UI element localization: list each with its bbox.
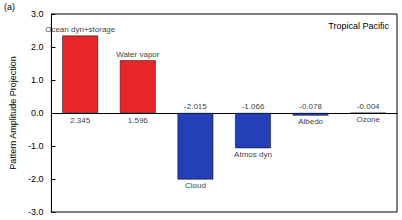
svg-text:-0.078: -0.078 bbox=[299, 102, 322, 111]
svg-text:Pattern Amplitude Projection: Pattern Amplitude Projection bbox=[8, 56, 18, 170]
svg-text:1.596: 1.596 bbox=[128, 116, 149, 125]
svg-text:-1.066: -1.066 bbox=[242, 102, 265, 111]
svg-text:Ocean dyn+storage: Ocean dyn+storage bbox=[45, 25, 116, 34]
svg-text:3.0: 3.0 bbox=[31, 9, 44, 19]
svg-text:-0.004: -0.004 bbox=[357, 102, 380, 111]
svg-text:-1.0: -1.0 bbox=[28, 141, 44, 151]
svg-text:0.0: 0.0 bbox=[31, 108, 44, 118]
svg-text:(a): (a) bbox=[4, 2, 15, 12]
svg-text:Ozone: Ozone bbox=[356, 115, 380, 124]
svg-text:Cloud: Cloud bbox=[185, 181, 206, 190]
svg-text:Water vapor: Water vapor bbox=[116, 50, 160, 59]
svg-text:-2.0: -2.0 bbox=[28, 174, 44, 184]
svg-text:2.345: 2.345 bbox=[70, 116, 91, 125]
svg-text:Albedo: Albedo bbox=[298, 117, 323, 126]
svg-text:Tropical Pacific: Tropical Pacific bbox=[328, 21, 389, 31]
svg-text:1.0: 1.0 bbox=[31, 75, 44, 85]
svg-text:-3.0: -3.0 bbox=[28, 207, 44, 217]
svg-text:-2.015: -2.015 bbox=[184, 102, 207, 111]
svg-text:2.0: 2.0 bbox=[31, 42, 44, 52]
svg-text:Atmos dyn: Atmos dyn bbox=[234, 150, 272, 159]
